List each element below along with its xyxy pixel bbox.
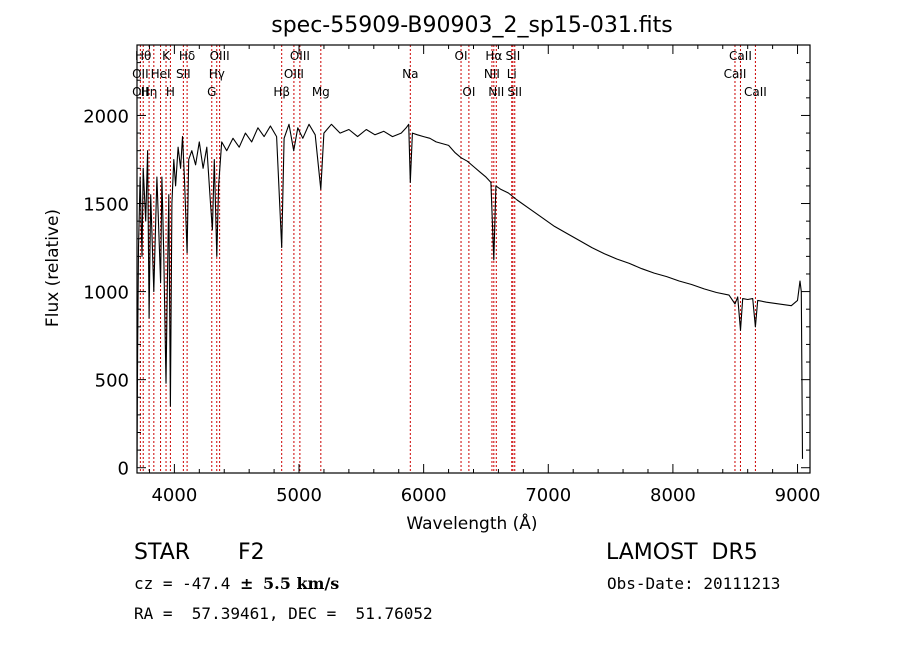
- spectral-line-label: Hδ: [179, 49, 195, 63]
- spectral-line-label: Hα: [485, 49, 502, 63]
- spectral-line-label: SII: [176, 67, 191, 81]
- spectral-line-label: HeI: [151, 67, 171, 81]
- spectrum-layer: [136, 123, 804, 468]
- spectral-line-label: CaII: [729, 49, 752, 63]
- plot-frame: [136, 44, 811, 474]
- redshift-line: cz = -47.4 ± 5.5 km/s: [134, 574, 339, 593]
- spectral-line-label: Hγ: [209, 67, 225, 81]
- y-axis-ticks: 0 500 1000 1500 2000: [83, 62, 810, 480]
- coordinates: RA = 57.39461, DEC = 51.76052: [134, 604, 433, 623]
- spectral-line-label: SII: [507, 85, 522, 99]
- y-axis-label: Flux (relative): [43, 209, 63, 327]
- cz-plus-minus: ±: [239, 574, 254, 593]
- y-tick-label: 1500: [83, 195, 129, 216]
- spectral-line-label: OIII: [284, 67, 304, 81]
- x-tick-label: 5000: [276, 485, 322, 506]
- spectral-line-label: Hη: [141, 85, 158, 99]
- spectral-line-label: OII: [132, 67, 149, 81]
- spectral-line-label: Mg: [312, 85, 330, 99]
- spectral-line-label: Hβ: [273, 85, 290, 99]
- y-tick-label: 500: [95, 371, 129, 392]
- spectral-line-labels: OIIOIIHθHηHeIKHSIIHδGHγOIIIHβOIIIOIIIMgN…: [132, 49, 767, 99]
- spectrum-series-line: [136, 123, 804, 468]
- x-tick-label: 8000: [650, 485, 696, 506]
- x-tick-label: 4000: [151, 485, 197, 506]
- object-class: STAR: [134, 540, 191, 565]
- spectral-line-label: K: [162, 49, 171, 63]
- spectral-line-label: SII: [506, 49, 521, 63]
- spectral-line-label: G: [207, 85, 216, 99]
- survey-name: LAMOST DR5: [606, 540, 758, 565]
- spectral-line-label: NII: [488, 85, 504, 99]
- y-tick-label: 2000: [83, 106, 129, 127]
- x-tick-label: 7000: [525, 485, 571, 506]
- spectral-line-label: OI: [455, 49, 468, 63]
- spectral-line-label: OIII: [210, 49, 230, 63]
- spectral-line-label: Na: [402, 67, 418, 81]
- cz-error: 5.5 km/s: [263, 574, 340, 593]
- x-tick-label: 6000: [401, 485, 447, 506]
- spectral-line-label: OII: [132, 85, 149, 99]
- cz-value: -47.4: [182, 574, 231, 593]
- spectral-line-label: OIII: [290, 49, 310, 63]
- observation-date: Obs-Date: 20111213: [607, 574, 781, 593]
- spectral-line-label: Hθ: [135, 49, 151, 63]
- spectral-line-label: OI: [462, 85, 475, 99]
- y-tick-label: 0: [118, 459, 129, 480]
- spectral-line-label: CaII: [724, 67, 747, 81]
- spectral-line-markers: [139, 45, 756, 473]
- spectral-line-label: H: [166, 85, 175, 99]
- x-tick-label: 9000: [775, 485, 821, 506]
- spectral-line-label: Li: [507, 67, 517, 81]
- y-tick-label: 1000: [83, 283, 129, 304]
- spectral-line-label: NII: [484, 67, 500, 81]
- cz-label: cz =: [134, 574, 183, 593]
- x-axis-ticks: 4000 5000 6000 7000 8000 9000: [148, 45, 821, 506]
- object-subclass: F2: [238, 540, 265, 565]
- x-axis-label: Wavelength (Å): [406, 512, 537, 534]
- chart-title: spec-55909-B90903_2_sp15-031.fits: [271, 13, 673, 38]
- spectral-line-label: CaII: [744, 85, 767, 99]
